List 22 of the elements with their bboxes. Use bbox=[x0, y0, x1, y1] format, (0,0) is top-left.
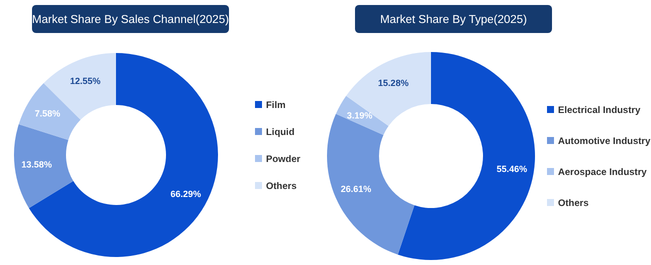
legend-label: Others bbox=[266, 181, 297, 192]
data-label: 12.55% bbox=[70, 76, 101, 86]
donut-slice bbox=[327, 114, 414, 255]
legend-label: Electrical Industry bbox=[558, 105, 642, 116]
data-label: 3.19% bbox=[346, 110, 372, 121]
donut-slice bbox=[346, 52, 431, 126]
donut-slice bbox=[14, 124, 74, 208]
data-label: 13.58% bbox=[21, 160, 52, 170]
legend-label: Powder bbox=[266, 154, 301, 165]
legend-label: Liquid bbox=[266, 127, 295, 138]
chart-title: Market Share By Type(2025) bbox=[380, 14, 528, 26]
data-label: 15.28% bbox=[378, 78, 409, 88]
donut-slice bbox=[18, 83, 81, 140]
legend-label: Aerospace Industry bbox=[558, 167, 648, 178]
legend-label: Others bbox=[558, 198, 589, 209]
data-label: 66.29% bbox=[170, 189, 202, 200]
data-label: 26.61% bbox=[340, 184, 372, 194]
data-label: 55.46% bbox=[496, 164, 528, 174]
legend-label: Film bbox=[266, 100, 286, 111]
data-label: 7.58% bbox=[34, 108, 60, 119]
legend-label: Automotive Industry bbox=[558, 136, 651, 147]
chart-title: Market Share By Sales Channel(2025) bbox=[32, 14, 230, 26]
